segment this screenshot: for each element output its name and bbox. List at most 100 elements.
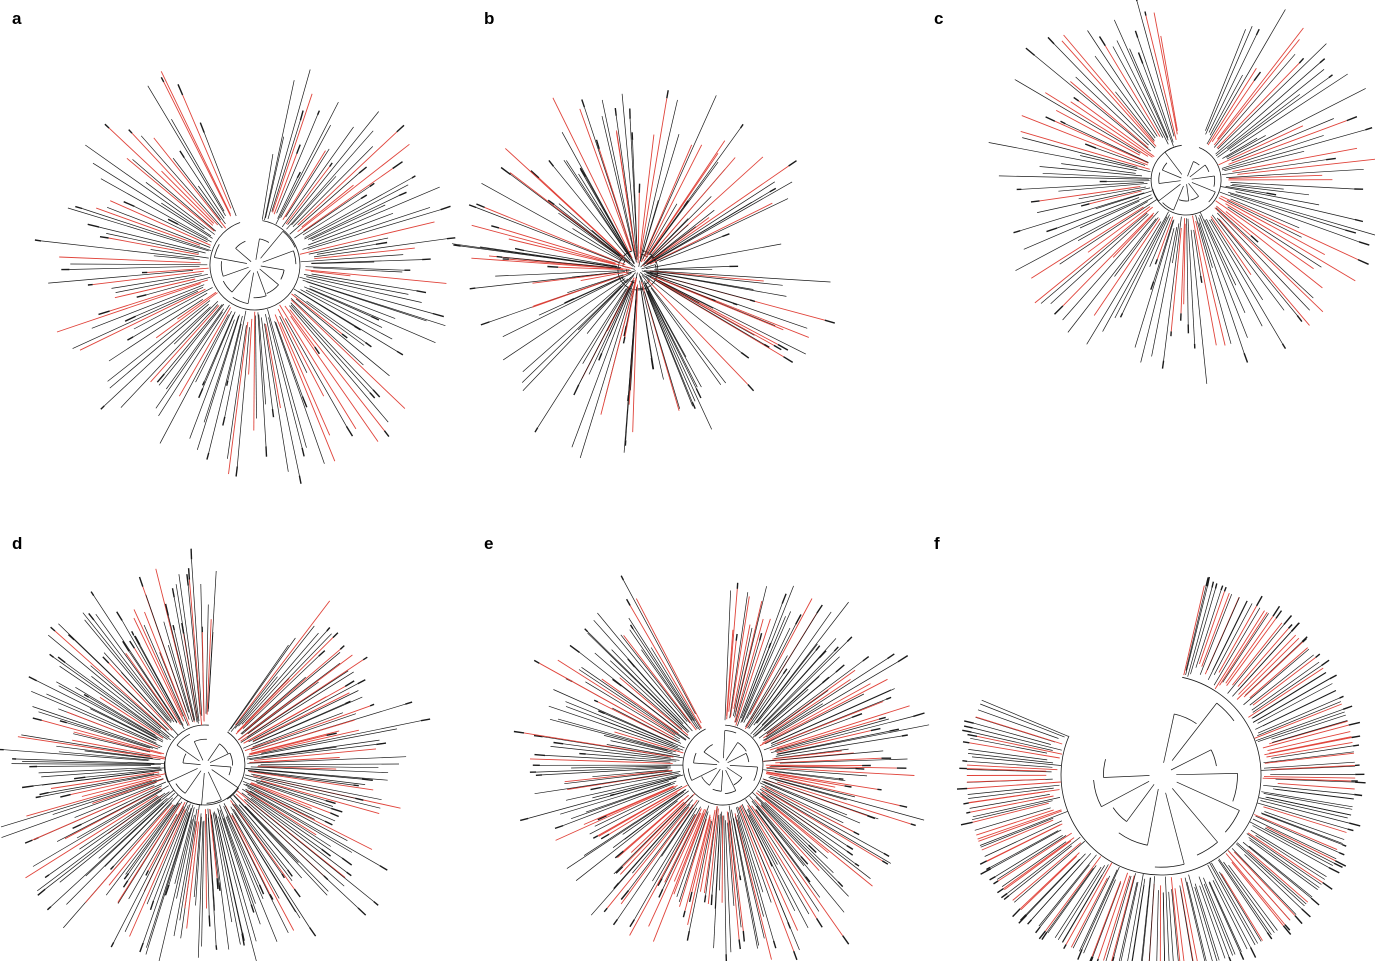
leaf-branch: [1255, 835, 1325, 880]
leaf-branch: [759, 788, 848, 846]
tip-tuft: [1223, 586, 1227, 592]
tip-tuft: [250, 904, 255, 913]
leaf-branch: [976, 809, 1054, 836]
leaf-branch: [968, 791, 1046, 804]
leaf-branch: [1262, 724, 1349, 749]
tip-tuft: [1038, 930, 1046, 940]
leaf-branch: [294, 186, 370, 239]
tip-tuft: [1030, 200, 1040, 203]
leaf-branch: [134, 206, 208, 243]
tip-tuft: [1255, 595, 1263, 607]
tip-tuft: [341, 333, 348, 339]
tip-tuft: [396, 124, 405, 133]
tip-tuft: [1351, 735, 1361, 739]
leaf-branch: [1070, 877, 1108, 948]
leaf-branch: [1207, 864, 1251, 948]
leaf-branch: [254, 748, 377, 761]
backbone-branch: [176, 744, 200, 762]
leaf-branch: [67, 207, 209, 252]
leaf-branch: [655, 272, 754, 290]
leaf-branch: [743, 627, 791, 723]
leaf-branch: [128, 814, 178, 900]
leaf-branch: [1165, 876, 1170, 961]
leaf-branch: [238, 632, 319, 727]
leaf-branch: [652, 807, 698, 882]
leaf-branch: [760, 803, 839, 882]
leaf-branch: [1206, 597, 1240, 671]
leaf-branch: [1104, 45, 1161, 137]
leaf-branch: [1232, 147, 1358, 172]
leaf-branch: [85, 769, 162, 778]
leaf-branch: [1257, 802, 1348, 830]
tip-tuft: [281, 873, 285, 879]
leaf-branch: [558, 203, 624, 258]
tip-tuft: [122, 640, 130, 652]
leaf-branch: [53, 657, 161, 734]
leaf-branch: [1218, 125, 1304, 166]
leaf-branch: [56, 282, 201, 333]
leaf-branch: [1204, 219, 1237, 286]
leaf-branch: [302, 207, 431, 250]
leaf-branch: [777, 730, 890, 755]
tip-tuft: [956, 787, 968, 790]
leaf-branch: [17, 736, 166, 760]
leaf-branch: [691, 816, 711, 893]
leaf-branch: [108, 662, 173, 731]
leaf-branch: [302, 198, 362, 236]
leaf-branch: [1194, 883, 1220, 961]
leaf-branch: [1162, 892, 1165, 961]
clade-arc: [1161, 162, 1168, 171]
tip-tuft: [218, 882, 221, 891]
leaf-branch: [587, 631, 690, 732]
tip-tuft: [816, 604, 823, 614]
tip-tuft: [547, 265, 559, 268]
leaf-branch: [304, 184, 409, 240]
tip-tuft: [123, 872, 130, 880]
leaf-branch: [50, 802, 164, 907]
leaf-branch: [1058, 183, 1148, 192]
leaf-branch: [242, 780, 336, 822]
leaf-branch: [95, 613, 175, 723]
leaf-branch: [22, 761, 155, 765]
leaf-branch: [1263, 761, 1355, 769]
leaf-branch: [36, 791, 170, 892]
tip-tuft: [615, 866, 624, 874]
leaf-branch: [976, 735, 1063, 755]
leaf-branch: [311, 186, 440, 242]
leaf-branch: [1180, 878, 1198, 961]
leaf-branch: [1235, 843, 1305, 907]
clade-arc: [724, 790, 736, 794]
tip-tuft: [122, 880, 129, 888]
leaf-branch: [1210, 216, 1252, 276]
leaf-branch: [1004, 840, 1072, 891]
leaf-branch: [145, 594, 190, 720]
leaf-branch: [1209, 219, 1283, 344]
tip-tuft: [206, 452, 210, 460]
leaf-branch: [261, 154, 274, 220]
leaf-branch: [249, 771, 374, 791]
leaf-branch: [41, 767, 165, 778]
leaf-branch: [776, 718, 880, 750]
leaf-branch: [755, 643, 818, 724]
leaf-branch: [634, 666, 693, 732]
tip-tuft: [326, 732, 337, 736]
leaf-branch: [522, 278, 629, 373]
leaf-branch: [998, 175, 1149, 180]
leaf-branch: [567, 772, 673, 790]
leaf-branch: [233, 795, 328, 896]
leaf-branch: [294, 293, 365, 346]
leaf-branch: [771, 688, 895, 744]
leaf-branch: [161, 202, 212, 237]
leaf-branch: [1070, 81, 1149, 149]
leaf-branch: [645, 275, 742, 353]
clade-arc: [1210, 749, 1217, 767]
leaf-branch: [759, 793, 871, 879]
leaf-branch: [1111, 875, 1135, 961]
clade-arc: [1196, 841, 1218, 856]
leaf-branch: [536, 766, 668, 773]
leaf-branch: [174, 807, 195, 884]
leaf-branch: [1227, 200, 1302, 238]
clade-arc: [1152, 188, 1159, 202]
clade-arc: [1093, 779, 1102, 807]
tip-tuft: [1205, 577, 1209, 587]
